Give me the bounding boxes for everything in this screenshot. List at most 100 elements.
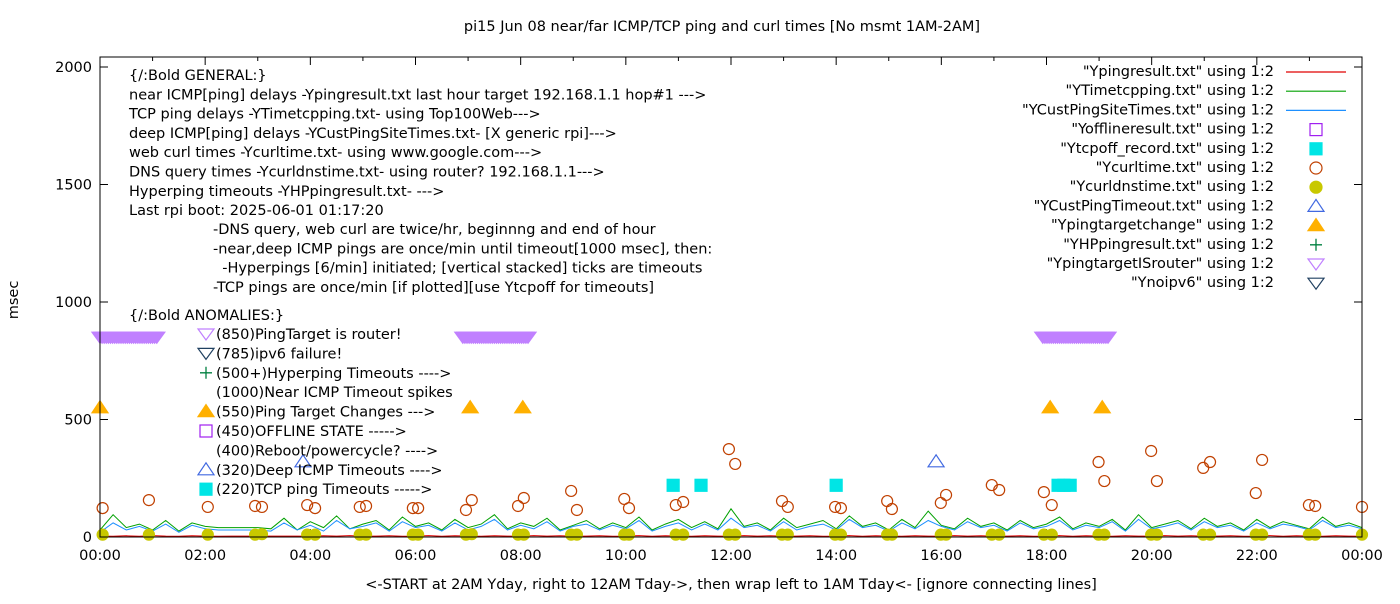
curl-time-marker (142, 494, 156, 507)
dns-time-marker (885, 528, 899, 541)
dns-time-marker (517, 528, 530, 541)
y-axis-label: msec (6, 281, 22, 320)
ping-target-change-marker (461, 399, 480, 414)
note-indented-line: -DNS query, web curl are twice/hr, begin… (213, 222, 656, 238)
note-general-line: Last rpi boot: 2025-06-01 01:17:20 (129, 203, 384, 219)
anomaly-label: (550)Ping Target Changes ---> (216, 405, 435, 421)
curl-time-marker (517, 491, 530, 505)
curl-time-marker (934, 496, 947, 510)
dns-time-marker (993, 528, 1006, 541)
legend-label: "Ynoipv6" using 1:2 (1131, 275, 1274, 291)
curl-time-marker (301, 498, 314, 512)
note-general-line: deep ICMP[ping] delays -YCustPingSiteTim… (129, 126, 617, 142)
legend-label: "Ycurltime.txt" using 1:2 (1096, 160, 1274, 176)
curl-time-marker (775, 494, 789, 508)
notes: {/:Bold GENERAL:} near ICMP[ping] delays … (128, 68, 712, 498)
curl-time-marker (406, 501, 419, 515)
dns-time-marker (1150, 528, 1164, 541)
legend-key-icon (1306, 258, 1326, 272)
curl-time-marker (511, 499, 525, 513)
tcp-timeout-marker (829, 478, 843, 492)
dns-time-marker (1255, 528, 1269, 541)
curl-time-marker (885, 502, 899, 516)
legend-label: "YCustPingTimeout.txt" using 1:2 (1034, 198, 1274, 214)
curl-time-marker (622, 501, 636, 515)
curl-time-marker (1098, 474, 1111, 488)
curl-time-marker (677, 495, 690, 509)
legend-key-icon (1306, 198, 1326, 212)
dns-time-marker (308, 528, 322, 541)
curl-time-marker (1309, 499, 1322, 513)
tcp-timeout-marker (1063, 478, 1077, 492)
note-indented-line: -near,deep ICMP pings are once/min until… (213, 241, 712, 257)
anomaly-label: (500+)Hyperping Timeouts ----> (216, 366, 451, 382)
x-tick-label: 10:00 (605, 548, 647, 564)
dns-time-marker (142, 528, 156, 541)
curl-time-marker (1145, 444, 1158, 458)
tcp-timeout-marker (694, 478, 708, 492)
y-tick-label: 0 (83, 530, 92, 546)
anomaly-label: (220)TCP ping Timeouts -----> (216, 482, 432, 498)
tcp-timeout-marker (666, 478, 680, 492)
dns-time-marker (939, 528, 953, 541)
curl-time-marker (729, 457, 742, 471)
dns-time-marker (677, 528, 690, 541)
note-general-line: web curl times -Ycurltime.txt- using www… (129, 145, 542, 161)
legend: "Ypingresult.txt" using 1:2 "YTimetcpping… (1022, 64, 1346, 291)
legend-label: "Ypingtargetchange" using 1:2 (1051, 218, 1274, 234)
dns-time-marker (570, 528, 584, 541)
dns-time-marker (1203, 528, 1217, 541)
x-tick-label: 06:00 (395, 548, 437, 564)
chart-title: pi15 Jun 08 near/far ICMP/TCP ping and c… (464, 19, 980, 35)
x-tick-label: 18:00 (1026, 548, 1068, 564)
dns-time-marker (255, 528, 269, 541)
note-indented-line: -Hyperpings [6/min] initiated; [vertical… (213, 261, 702, 277)
plot-frame (99, 56, 1363, 538)
curl-time-marker (565, 484, 578, 498)
note-indented-line: -TCP pings are once/min [if plotted][use… (213, 280, 654, 296)
curl-time-marker (829, 500, 842, 514)
legend-label: "YTimetcpping.txt" using 1:2 (1066, 83, 1274, 99)
anomaly-key-icon (196, 461, 216, 476)
curl-time-marker (722, 443, 735, 456)
anomaly-key-icon (199, 482, 213, 496)
curl-time-marker (465, 494, 478, 507)
anomaly-key-icon (196, 328, 216, 342)
anomaly-key-icon (199, 424, 213, 438)
curl-time-marker (1045, 498, 1058, 512)
y-tick-label: 1500 (55, 178, 92, 194)
router-target-marker (518, 331, 538, 345)
router-target-marker (1098, 331, 1118, 345)
dns-time-marker (834, 528, 847, 541)
legend-label: "Ypingresult.txt" using 1:2 (1083, 64, 1274, 80)
anomaly-key-icon (196, 347, 216, 361)
legend-label: "Yofflineresult.txt" using 1:2 (1071, 122, 1274, 138)
curl-time-marker (781, 500, 794, 514)
curl-time-marker (1302, 498, 1315, 512)
note-general-line: Hyperping timeouts -YHPpingresult.txt- -… (129, 184, 444, 200)
x-axis-label: <-START at 2AM Yday, right to 12AM Tday-… (365, 577, 1097, 593)
anomaly-label: (400)Reboot/powercycle? ----> (216, 443, 438, 459)
x-tick-label: 22:00 (1236, 548, 1278, 564)
router-target-marker (147, 331, 166, 345)
ping-target-change-marker (1093, 399, 1112, 414)
dns-time-marker (359, 528, 373, 541)
dns-time-marker (1309, 528, 1322, 541)
series-layer (90, 331, 1369, 541)
anomaly-label: (785)ipv6 failure! (216, 346, 342, 362)
curl-time-marker (255, 500, 269, 514)
curl-time-marker (1249, 486, 1262, 500)
x-tick-label: 12:00 (710, 548, 752, 564)
anomalies-title: {/:Bold ANOMALIES:} (129, 308, 284, 324)
legend-key-icon (1309, 180, 1323, 194)
dns-time-marker (1045, 528, 1058, 541)
curl-time-marker (412, 501, 425, 515)
anomaly-key-icon (200, 366, 212, 379)
anomaly-label: (1000)Near ICMP Timeout spikes (216, 385, 453, 401)
curl-time-marker (96, 501, 109, 515)
note-general-line: near ICMP[ping] delays -Ypingresult.txt … (129, 87, 706, 103)
curl-time-marker (939, 488, 953, 502)
curl-time-marker (1255, 453, 1269, 467)
legend-label: "YCustPingSiteTimes.txt" using 1:2 (1022, 102, 1274, 118)
curl-time-marker (993, 483, 1006, 497)
